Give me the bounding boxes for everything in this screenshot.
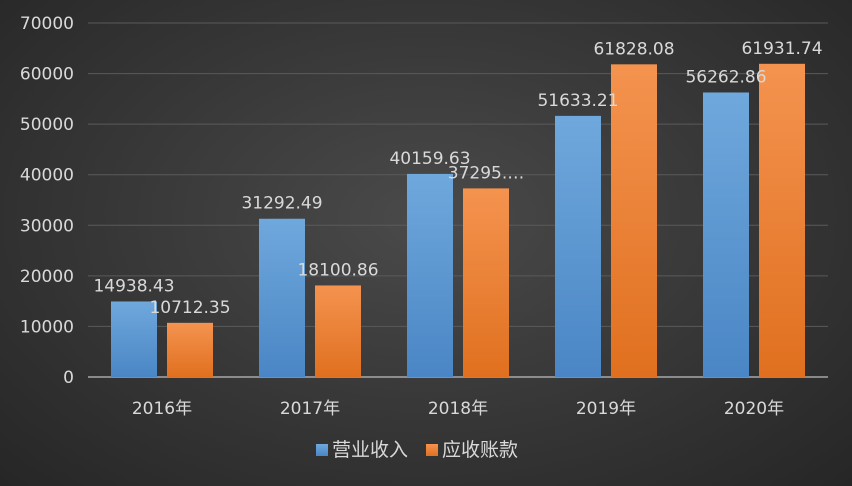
y-tick-label: 30000: [20, 216, 74, 236]
y-tick-label: 50000: [20, 115, 74, 135]
x-axis-tick-labels: 2016年 2017年 2018年 2019年 2020年: [132, 399, 784, 419]
bar-receivables: [759, 63, 805, 378]
data-label: 10712.35: [149, 298, 230, 318]
bars: [111, 63, 805, 378]
y-tick-label: 70000: [20, 14, 74, 34]
data-label: 14938.43: [93, 276, 174, 296]
x-tick-label: 2020年: [724, 399, 784, 419]
bar-revenue: [407, 173, 453, 377]
data-label: 61931.74: [741, 39, 822, 59]
bar-revenue: [555, 115, 601, 377]
bar-revenue: [703, 92, 749, 378]
data-label: 31292.49: [241, 194, 322, 214]
data-label: 56262.86: [685, 67, 766, 87]
x-tick-label: 2016年: [132, 399, 192, 419]
legend-swatch: [426, 444, 438, 456]
bar-receivables: [463, 188, 509, 377]
y-tick-label: 0: [63, 368, 74, 388]
y-tick-label: 10000: [20, 317, 74, 337]
bar-receivables: [315, 285, 361, 377]
y-tick-label: 40000: [20, 166, 74, 186]
bar-revenue: [111, 301, 157, 377]
data-label: 18100.86: [297, 260, 378, 280]
bar-receivables: [611, 64, 657, 377]
legend-label: 营业收入: [332, 439, 408, 461]
x-tick-label: 2017年: [280, 399, 340, 419]
data-label: 37295.…: [448, 163, 524, 183]
legend-label: 应收账款: [442, 439, 518, 461]
data-label: 61828.08: [593, 39, 674, 59]
y-axis-tick-labels: 0 10000 20000 30000 40000 50000 60000 70000: [20, 14, 74, 388]
y-tick-label: 20000: [20, 267, 74, 287]
bar-revenue: [259, 218, 305, 377]
data-label: 51633.21: [537, 91, 618, 111]
data-label: 40159.63: [389, 149, 470, 169]
y-tick-label: 60000: [20, 65, 74, 85]
x-tick-label: 2018年: [428, 399, 488, 419]
legend: 营业收入 应收账款: [316, 439, 518, 461]
x-tick-label: 2019年: [576, 399, 636, 419]
bar-receivables: [167, 322, 213, 377]
legend-swatch: [316, 444, 328, 456]
